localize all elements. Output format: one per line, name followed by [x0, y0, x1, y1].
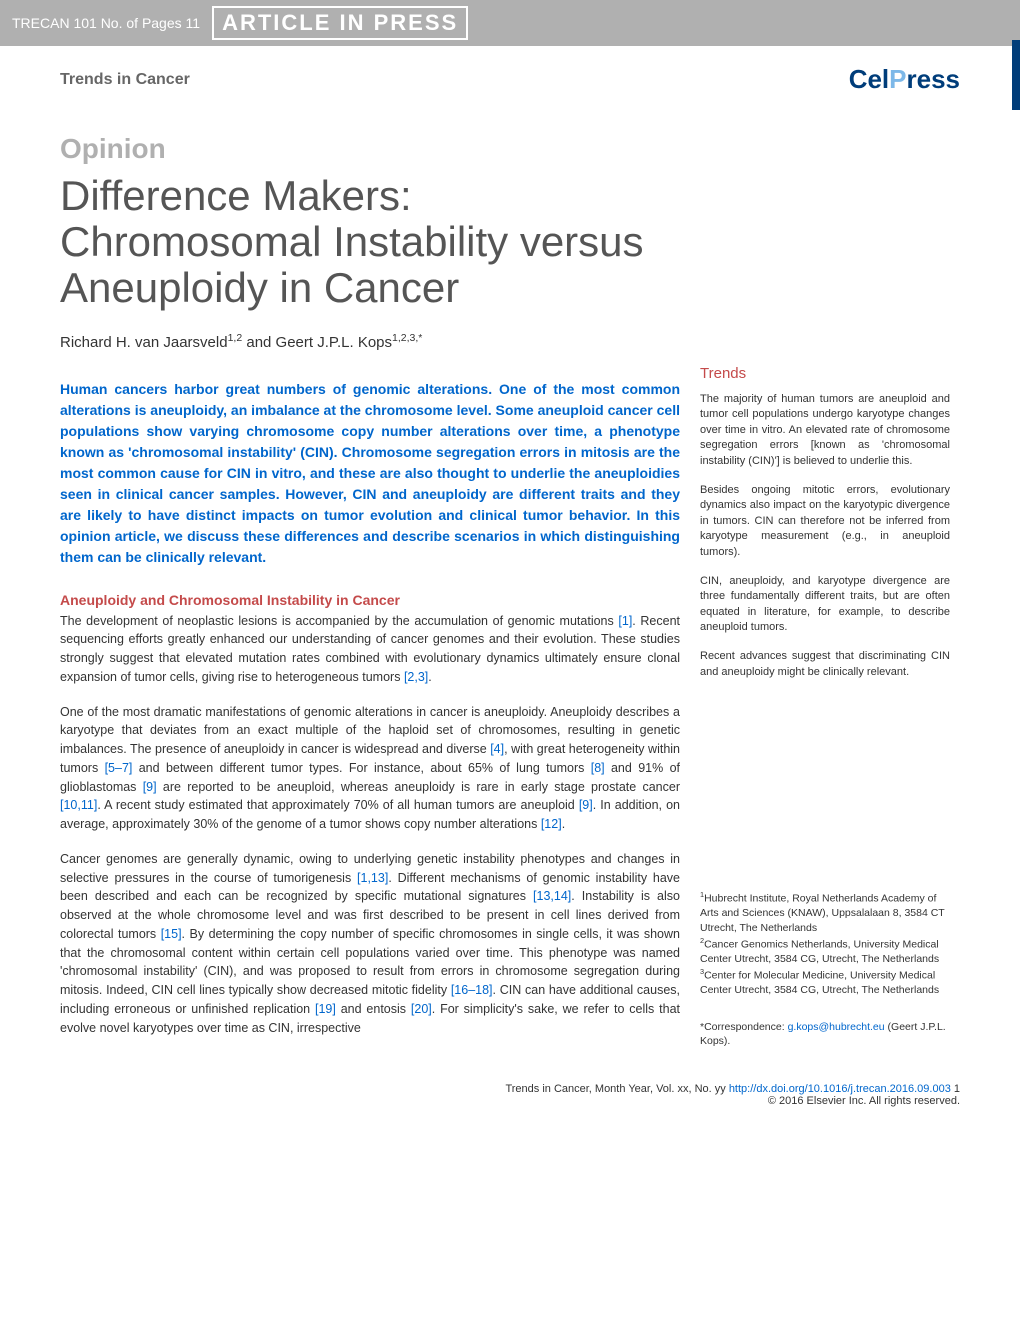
body-paragraph: Cancer genomes are generally dynamic, ow… [60, 850, 680, 1038]
proof-header-bar: TRECAN 101 No. of Pages 11 ARTICLE IN PR… [0, 0, 1020, 46]
body-paragraph: The development of neoplastic lesions is… [60, 612, 680, 687]
citation-link[interactable]: [8] [591, 761, 605, 775]
citation-link[interactable]: [5–7] [105, 761, 133, 775]
citation-link[interactable]: [1] [618, 614, 632, 628]
citation-link[interactable]: [19] [315, 1002, 336, 1016]
citation-link[interactable]: [4] [490, 742, 504, 756]
citation-link[interactable]: [16–18] [451, 983, 493, 997]
journal-header: Trends in Cancer CelPress [0, 46, 1020, 103]
affiliations-block: 1Hubrecht Institute, Royal Netherlands A… [700, 890, 950, 997]
trends-paragraph: CIN, aneuploidy, and karyotype divergenc… [700, 574, 950, 636]
citation-link[interactable]: [15] [161, 927, 182, 941]
doi-link[interactable]: http://dx.doi.org/10.1016/j.trecan.2016.… [729, 1083, 951, 1095]
trends-paragraph: Besides ongoing mitotic errors, evolutio… [700, 483, 950, 560]
abstract-text: Human cancers harbor great numbers of ge… [60, 379, 680, 568]
citation-link[interactable]: [9] [143, 780, 157, 794]
page-footer: Trends in Cancer, Month Year, Vol. xx, N… [0, 1073, 1020, 1137]
citation-link[interactable]: [9] [579, 798, 593, 812]
citation-link[interactable]: [12] [541, 817, 562, 831]
correspondence-email[interactable]: g.kops@hubrecht.eu [788, 1021, 885, 1033]
publisher-logo: CelPress [849, 64, 960, 95]
citation-link[interactable]: [13,14] [533, 889, 571, 903]
article-title: Difference Makers: Chromosomal Instabili… [60, 173, 680, 312]
in-press-watermark: ARTICLE IN PRESS [212, 6, 468, 40]
trends-heading: Trends [700, 365, 950, 382]
authors-line: Richard H. van Jaarsveld1,2 and Geert J.… [60, 332, 680, 351]
citation-link[interactable]: [1,13] [357, 871, 388, 885]
citation-link[interactable]: [2,3] [404, 670, 428, 684]
journal-name: Trends in Cancer [60, 71, 190, 89]
document-id: TRECAN 101 No. of Pages 11 [12, 15, 200, 31]
citation-link[interactable]: [20] [411, 1002, 432, 1016]
article-type-label: Opinion [60, 133, 680, 165]
trends-paragraph: The majority of human tumors are aneuplo… [700, 392, 950, 469]
trends-paragraph: Recent advances suggest that discriminat… [700, 649, 950, 680]
citation-link[interactable]: [10,11] [60, 798, 97, 812]
sidebar-column: Trends The majority of human tumors are … [700, 133, 950, 1053]
content-area: Opinion Difference Makers: Chromosomal I… [0, 103, 1020, 1073]
section-heading: Aneuploidy and Chromosomal Instability i… [60, 592, 680, 608]
body-paragraph: One of the most dramatic manifestations … [60, 703, 680, 834]
brand-accent-bar [1012, 40, 1020, 110]
main-column: Opinion Difference Makers: Chromosomal I… [60, 133, 680, 1053]
correspondence-block: *Correspondence: g.kops@hubrecht.eu (Gee… [700, 1020, 950, 1049]
